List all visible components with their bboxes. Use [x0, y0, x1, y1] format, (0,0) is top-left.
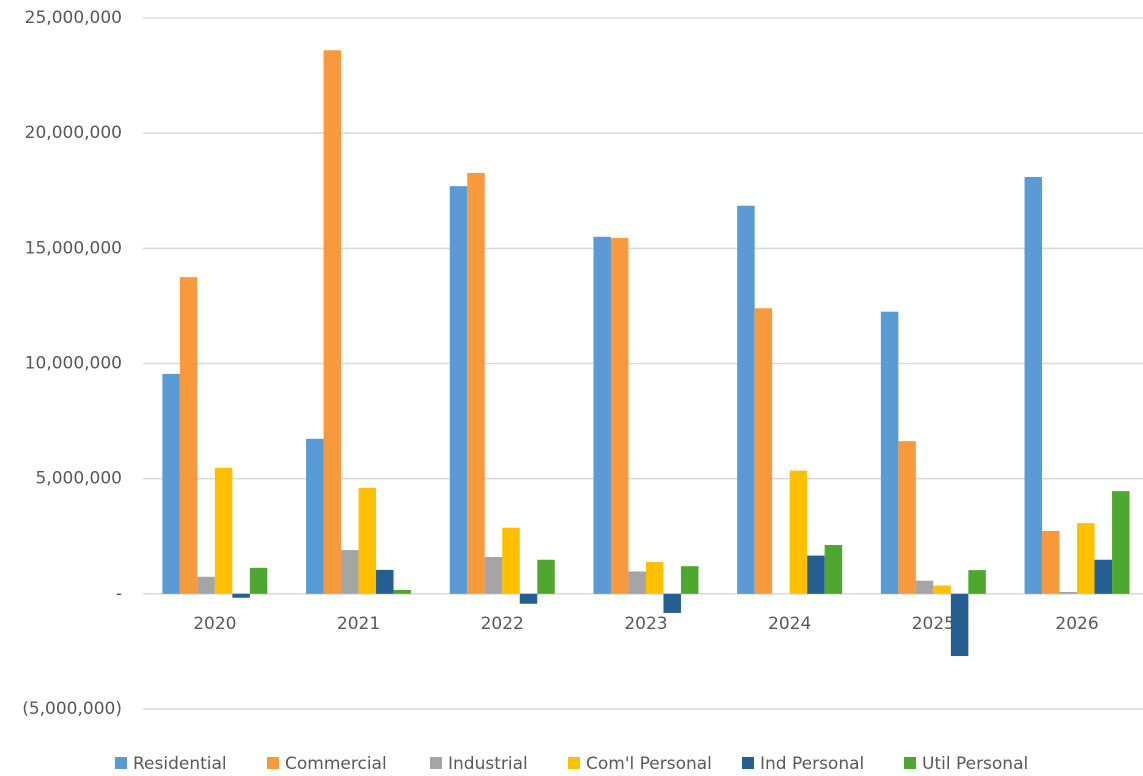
bar — [1112, 491, 1130, 594]
legend-label: Com'l Personal — [586, 754, 712, 774]
bar — [484, 556, 503, 594]
x-tick-label: 2026 — [1055, 614, 1098, 634]
legend-label: Commercial — [285, 754, 387, 774]
bar — [950, 593, 969, 657]
bar — [645, 562, 664, 594]
legend-label: Residential — [133, 754, 227, 774]
bar — [449, 186, 468, 594]
y-tick-label: 20,000,000 — [25, 123, 122, 143]
bar — [610, 237, 629, 594]
bar — [393, 589, 412, 594]
bar — [232, 593, 250, 598]
bar — [915, 580, 934, 594]
bar — [1042, 530, 1060, 594]
bar — [968, 570, 986, 594]
bar — [737, 205, 755, 594]
legend-label: Ind Personal — [760, 754, 864, 774]
legend-label: Industrial — [448, 754, 528, 774]
legend-swatch — [267, 757, 279, 769]
x-tick-label: 2020 — [193, 614, 236, 634]
bar — [502, 527, 520, 594]
bar — [306, 438, 324, 594]
y-tick-label: - — [116, 584, 122, 604]
bar — [628, 571, 646, 594]
y-tick-label: 5,000,000 — [35, 469, 122, 489]
bar — [197, 576, 215, 594]
y-tick-label: 10,000,000 — [25, 354, 122, 374]
legend-swatch — [430, 757, 442, 769]
legend-swatch — [115, 757, 127, 769]
x-tick-label: 2022 — [481, 614, 524, 634]
x-tick-label: 2021 — [337, 614, 380, 634]
legend-swatch — [568, 757, 580, 769]
bar — [537, 559, 555, 594]
bar — [824, 545, 843, 594]
x-tick-label: 2023 — [624, 614, 667, 634]
y-tick-label: 25,000,000 — [25, 8, 122, 28]
bar — [1077, 523, 1095, 594]
bar — [519, 593, 538, 604]
bar — [754, 308, 773, 594]
y-tick-label: (5,000,000) — [22, 699, 122, 719]
bar — [680, 566, 699, 594]
bar — [1024, 176, 1043, 594]
x-tick-label: 2024 — [768, 614, 811, 634]
legend-label: Util Personal — [922, 754, 1028, 774]
bar — [663, 593, 681, 613]
bar — [376, 569, 394, 594]
bar — [179, 277, 198, 594]
bar — [933, 585, 951, 594]
bar — [323, 50, 342, 594]
bar — [593, 236, 611, 594]
bar — [807, 555, 825, 594]
bar — [898, 441, 916, 594]
legend-swatch — [742, 757, 754, 769]
bar — [341, 550, 359, 594]
bar — [358, 487, 377, 594]
bar — [1059, 591, 1078, 594]
bar — [249, 567, 268, 594]
bar — [880, 311, 899, 594]
bar — [1094, 559, 1113, 594]
legend-swatch — [904, 757, 916, 769]
bar — [789, 470, 808, 594]
y-tick-label: 15,000,000 — [25, 238, 122, 258]
x-tick-label: 2025 — [912, 614, 955, 634]
bar — [467, 173, 485, 594]
bar — [162, 373, 180, 594]
bar — [214, 467, 233, 594]
